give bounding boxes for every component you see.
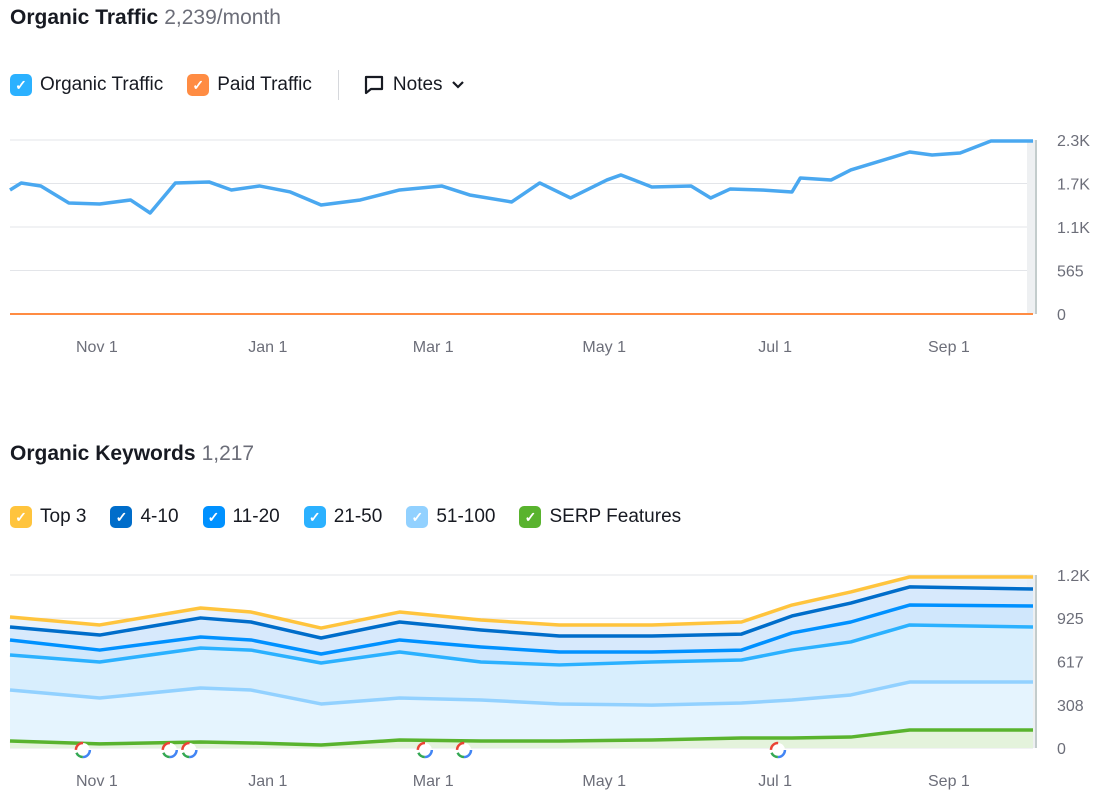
y-tick-label: 565: [1057, 264, 1084, 281]
x-tick-label: May 1: [582, 339, 626, 356]
series-line-organic-traffic: [9, 139, 1033, 215]
legend-label: Top 3: [40, 506, 87, 527]
series-area-51-100: [10, 682, 1033, 748]
google-update-icon[interactable]: [181, 741, 198, 759]
legend-organic-traffic[interactable]: ✓ Organic Traffic: [10, 74, 163, 96]
keywords-legend: ✓ Top 3 ✓ 4-10 ✓ 11-20 ✓ 21-50 ✓ 51-100 ✓ SERP Feat…: [10, 506, 705, 528]
y-tick-label: 1.7K: [1057, 177, 1090, 194]
legend-paid-traffic[interactable]: ✓ Paid Traffic: [187, 74, 312, 96]
legend-label: 21-50: [333, 506, 383, 527]
x-tick-label: Nov 1: [76, 339, 118, 356]
checkbox-icon[interactable]: ✓: [10, 506, 32, 528]
google-update-icon[interactable]: [161, 741, 179, 759]
x-tick-label: Mar 1: [413, 773, 454, 790]
checkbox-icon[interactable]: ✓: [202, 506, 225, 528]
y-tick-label: 0: [1057, 741, 1066, 758]
legend-21-50[interactable]: ✓ 21-50: [303, 506, 383, 528]
x-tick-label: Jul 1: [758, 339, 792, 356]
google-update-icon[interactable]: [455, 741, 473, 759]
chevron-down-icon: [451, 81, 464, 89]
google-update-icon[interactable]: [74, 741, 92, 759]
x-tick-label: Nov 1: [76, 773, 118, 790]
legend-label: SERP Features: [549, 506, 682, 527]
checkbox-icon[interactable]: ✓: [303, 506, 326, 528]
series-line-11-20: [9, 603, 1034, 656]
legend-11-20[interactable]: ✓ 11-20: [202, 506, 280, 528]
y-tick-label: 925: [1057, 611, 1084, 628]
x-tick-label: Jan 1: [248, 339, 287, 356]
traffic-value: 2,239/month: [164, 6, 281, 29]
series-line-21-50: [9, 623, 1034, 667]
series-line-serp-features: [9, 728, 1033, 747]
traffic-legend: ✓ Organic Traffic ✓ Paid Traffic Notes: [10, 70, 465, 100]
x-tick-label: Sep 1: [928, 339, 970, 356]
checkbox-icon[interactable]: ✓: [10, 74, 32, 96]
x-tick-label: May 1: [582, 773, 626, 790]
y-tick-label: 617: [1057, 654, 1084, 671]
legend-label: 11-20: [232, 506, 280, 527]
keywords-title: Organic Keywords 1,217: [10, 442, 255, 465]
checkbox-icon[interactable]: ✓: [187, 74, 210, 96]
legend-serp-features[interactable]: ✓ SERP Features: [519, 506, 681, 528]
notes-dropdown[interactable]: Notes: [363, 74, 465, 96]
checkbox-icon[interactable]: ✓: [406, 506, 429, 528]
checkbox-icon[interactable]: ✓: [519, 506, 542, 528]
series-line-4-10: [9, 585, 1034, 640]
traffic-chart[interactable]: 0 565 1.1K 1.7K 2.3K Nov 1 Jan 1 Mar 1 May 1 Jul …: [0, 0, 1101, 400]
google-update-icon[interactable]: [769, 741, 787, 759]
current-period-band: [1027, 140, 1037, 314]
x-tick-label: Jan 1: [248, 773, 287, 790]
y-tick-label: 308: [1057, 698, 1084, 715]
legend-top-3[interactable]: ✓ Top 3: [10, 506, 86, 528]
divider: [337, 70, 339, 100]
y-tick-label: 0: [1057, 307, 1066, 324]
legend-label: 51-100: [436, 506, 496, 527]
legend-label: 4-10: [140, 506, 179, 527]
series-line-top-3: [9, 575, 1033, 630]
legend-4-10[interactable]: ✓ 4-10: [110, 506, 179, 528]
legend-51-100[interactable]: ✓ 51-100: [406, 506, 495, 528]
comment-icon: [364, 75, 384, 95]
traffic-title: Organic Traffic 2,239/month: [10, 6, 281, 29]
series-line-51-100: [9, 680, 1033, 707]
x-tick-label: Mar 1: [413, 339, 454, 356]
checkbox-icon[interactable]: ✓: [110, 506, 133, 528]
keywords-value: 1,217: [201, 442, 255, 465]
y-tick-label: 1.1K: [1057, 220, 1090, 237]
x-tick-label: Jul 1: [758, 773, 792, 790]
google-update-icon[interactable]: [416, 741, 434, 759]
y-tick-label: 1.2K: [1057, 568, 1090, 585]
y-tick-label: 2.3K: [1057, 133, 1090, 150]
x-tick-label: Sep 1: [928, 773, 970, 790]
